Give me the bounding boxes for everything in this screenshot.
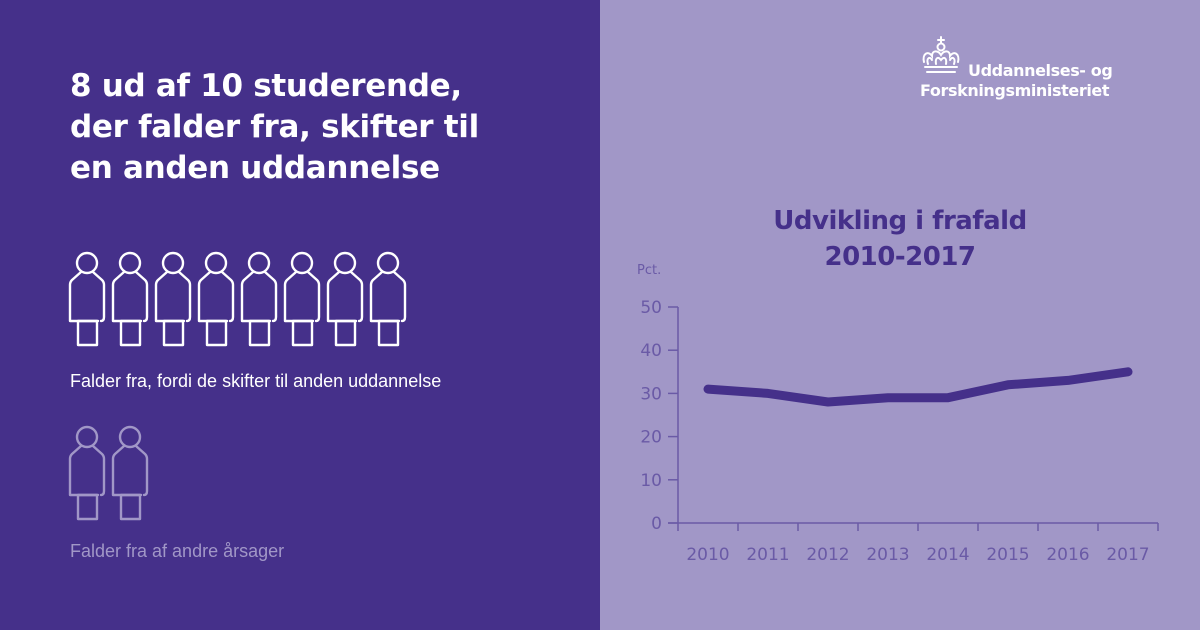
x-tick-label: 2014 <box>926 545 969 565</box>
ministry-name-line-2: Forskningsministeriet <box>920 81 1110 100</box>
person-outline-icon <box>68 425 106 521</box>
y-tick-label: 30 <box>640 384 662 404</box>
x-tick-label: 2016 <box>1046 545 1089 565</box>
switching-students-caption: Falder fra, fordi de skifter til anden u… <box>70 371 442 391</box>
line-chart: Pct. 0 10 20 30 40 50 2010 2011 2012 2013 2014 2015… <box>637 263 1159 565</box>
chart-axes: 0 10 20 30 40 50 2010 2011 2012 2013 2014 2015 2016 2… <box>640 298 1159 565</box>
x-tick-label: 2017 <box>1106 545 1149 565</box>
y-tick-label: 40 <box>640 341 662 361</box>
y-axis-label: Pct. <box>637 263 661 278</box>
ministry-name: Uddannelses- og Forskningsministeriet <box>920 61 1113 101</box>
person-outline-icon <box>326 251 364 347</box>
right-panel <box>600 0 1200 630</box>
left-panel: 8 ud af 10 studerende, der falder fra, s… <box>0 0 600 630</box>
x-tick-label: 2011 <box>746 545 789 565</box>
person-outline-icon <box>283 251 321 347</box>
crown-icon <box>922 36 960 73</box>
y-tick-label: 10 <box>640 471 662 491</box>
headline-line-3: en anden uddannelse <box>70 150 440 186</box>
headline: 8 ud af 10 studerende, der falder fra, s… <box>70 66 590 189</box>
x-tick-label: 2015 <box>986 545 1029 565</box>
switching-students-icons <box>68 250 407 348</box>
person-outline-icon <box>240 251 278 347</box>
person-outline-icon <box>197 251 235 347</box>
x-tick-label: 2013 <box>866 545 909 565</box>
y-tick-label: 20 <box>640 428 662 448</box>
x-tick-label: 2010 <box>686 545 729 565</box>
x-tick-label: 2012 <box>806 545 849 565</box>
person-outline-icon <box>111 251 149 347</box>
ministry-logo: Uddannelses- og Forskningsministeriet <box>920 36 1160 106</box>
person-outline-icon <box>68 251 106 347</box>
chart-title-line-1: Udvikling i frafald <box>773 206 1027 236</box>
person-outline-icon <box>369 251 407 347</box>
chart-title-line-2: 2010-2017 <box>824 242 976 272</box>
y-tick-label: 50 <box>640 298 662 318</box>
chart-title: Udvikling i frafald 2010-2017 <box>600 203 1200 275</box>
person-outline-icon <box>154 251 192 347</box>
ministry-name-line-1: Uddannelses- og <box>968 61 1113 80</box>
person-outline-icon <box>111 425 149 521</box>
headline-line-1: 8 ud af 10 studerende, <box>70 68 462 104</box>
other-reasons-caption: Falder fra af andre årsager <box>70 541 285 561</box>
headline-line-2: der falder fra, skifter til <box>70 109 479 145</box>
frafald-line <box>703 367 1133 407</box>
other-reasons-icons <box>68 424 149 522</box>
y-tick-label: 0 <box>651 514 662 534</box>
